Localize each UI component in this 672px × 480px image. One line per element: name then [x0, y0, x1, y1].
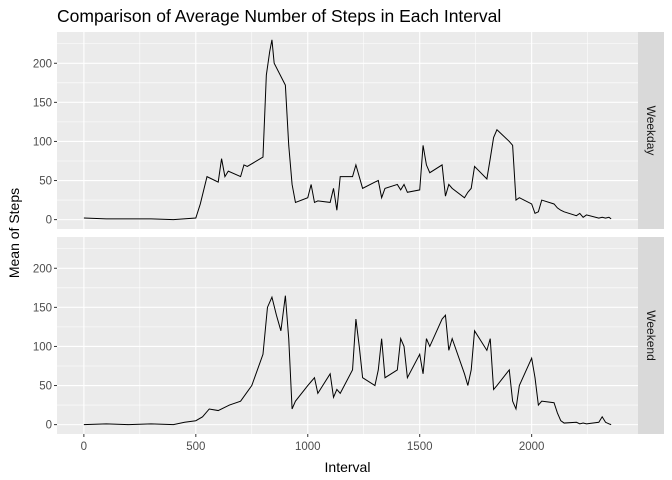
panel-background — [57, 32, 638, 229]
facet-label-weekend: Weekend — [644, 310, 658, 360]
facet-label-weekday: Weekday — [644, 106, 658, 156]
y-tick-label: 200 — [33, 263, 52, 275]
x-tick-label: 1500 — [407, 441, 433, 453]
facet-strip-weekday — [638, 32, 664, 229]
y-tick-label: 100 — [33, 341, 52, 353]
y-tick-label: 50 — [39, 381, 52, 393]
series-line-weekday — [83, 39, 612, 221]
x-axis-ticks: 0 500 1000 1500 2000 — [81, 434, 545, 453]
y-tick-label: 200 — [33, 58, 52, 70]
x-tick-label: 1000 — [295, 441, 321, 453]
y-tick-label: 150 — [33, 302, 52, 314]
panel-weekend: 0 50 100 150 200 Weekend — [33, 237, 664, 434]
y-axis-title: Mean of Steps — [6, 188, 22, 278]
facet-strip-weekend — [638, 237, 664, 434]
x-tick-label: 500 — [186, 441, 205, 453]
y-axis-ticks: 0 50 100 150 200 — [33, 58, 57, 227]
y-tick-label: 50 — [39, 176, 52, 188]
chart-title: Comparison of Average Number of Steps in… — [57, 6, 501, 26]
panel-grid — [57, 32, 638, 229]
panel-background — [57, 237, 638, 434]
x-tick-label: 0 — [81, 441, 87, 453]
y-tick-label: 100 — [33, 136, 52, 148]
x-tick-label: 2000 — [519, 441, 545, 453]
x-axis-title: Interval — [325, 459, 371, 475]
panel-grid — [57, 237, 638, 434]
y-axis-ticks: 0 50 100 150 200 — [33, 263, 57, 432]
y-tick-label: 150 — [33, 97, 52, 109]
y-tick-label: 0 — [46, 215, 52, 227]
panel-weekday: 0 50 100 150 200 Weekday — [33, 32, 664, 229]
series-line-weekend — [83, 295, 612, 426]
y-tick-label: 0 — [46, 420, 52, 432]
